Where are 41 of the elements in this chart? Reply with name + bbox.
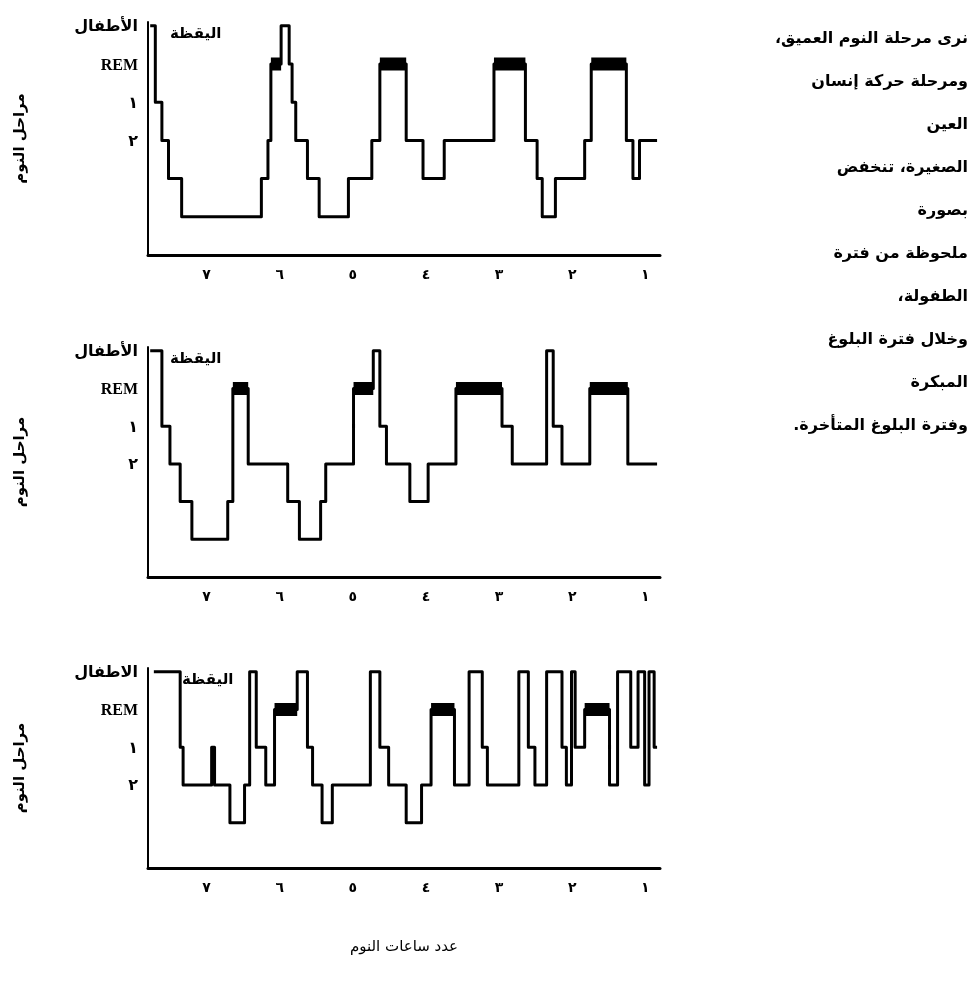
y-tick-label: الأطفال — [74, 16, 138, 36]
y-tick-label: REM — [100, 379, 138, 397]
text: نرى مرحلة النوم العميق، ومرحلة حركة إنسان العين الصغيرة، تنخفض بصورة ملحوظة من فترة الطفولة، وخلال فترة البلوغ المبكرة وفترة البلوغ المتأخرة. — [774, 28, 968, 434]
x-tick-label: ٣ — [494, 266, 504, 282]
y-tick-label: ٢ — [128, 131, 139, 149]
x-tick-label: ٣ — [494, 879, 504, 895]
x-tick-label: ١ — [641, 879, 650, 895]
x-tick-label: ١ — [641, 588, 650, 604]
x-tick-label: ٦ — [275, 266, 285, 282]
x-tick-label: ٥ — [348, 588, 358, 604]
y-axis-title: مراحل النوم — [9, 416, 28, 508]
x-tick-label: ٥ — [348, 266, 358, 282]
y-tick-label: ٢ — [128, 776, 139, 794]
x-tick-label: ٧ — [202, 588, 212, 604]
y-axis-title: مراحل النوم — [9, 722, 28, 814]
y-tick-label: ١ — [128, 417, 138, 435]
x-tick-label: ٣ — [494, 588, 504, 604]
x-tick-label: ٢ — [567, 879, 577, 895]
x-tick-label: ٧ — [202, 266, 212, 282]
y-tick-label: ١ — [128, 93, 138, 111]
x-tick-label: ٦ — [275, 879, 285, 895]
x-tick-label: ٢ — [567, 266, 577, 282]
x-tick-label: ٢ — [567, 588, 577, 604]
x-axis-title: عدد ساعات النوم — [349, 936, 459, 955]
x-tick-label: ٦ — [275, 588, 285, 604]
x-tick-label: ١ — [641, 266, 650, 282]
x-tick-label: ٤ — [421, 266, 431, 282]
y-tick-label: الاطفال — [74, 663, 138, 682]
annotation: اليقظة — [170, 23, 222, 42]
x-tick-label: ٤ — [421, 588, 431, 604]
annotation: اليقظة — [182, 669, 234, 688]
x-tick-label: ٧ — [202, 879, 212, 895]
y-tick-label: REM — [100, 55, 138, 73]
x-tick-label: ٤ — [421, 879, 431, 895]
y-tick-label: ١ — [128, 738, 138, 756]
y-tick-label: الأطفال — [74, 341, 138, 361]
x-tick-label: ٥ — [348, 879, 358, 895]
y-axis-title: مراحل النوم — [9, 93, 28, 184]
y-tick-label: ٢ — [128, 455, 139, 473]
annotation: اليقظة — [170, 348, 222, 367]
y-tick-label: REM — [100, 701, 138, 719]
